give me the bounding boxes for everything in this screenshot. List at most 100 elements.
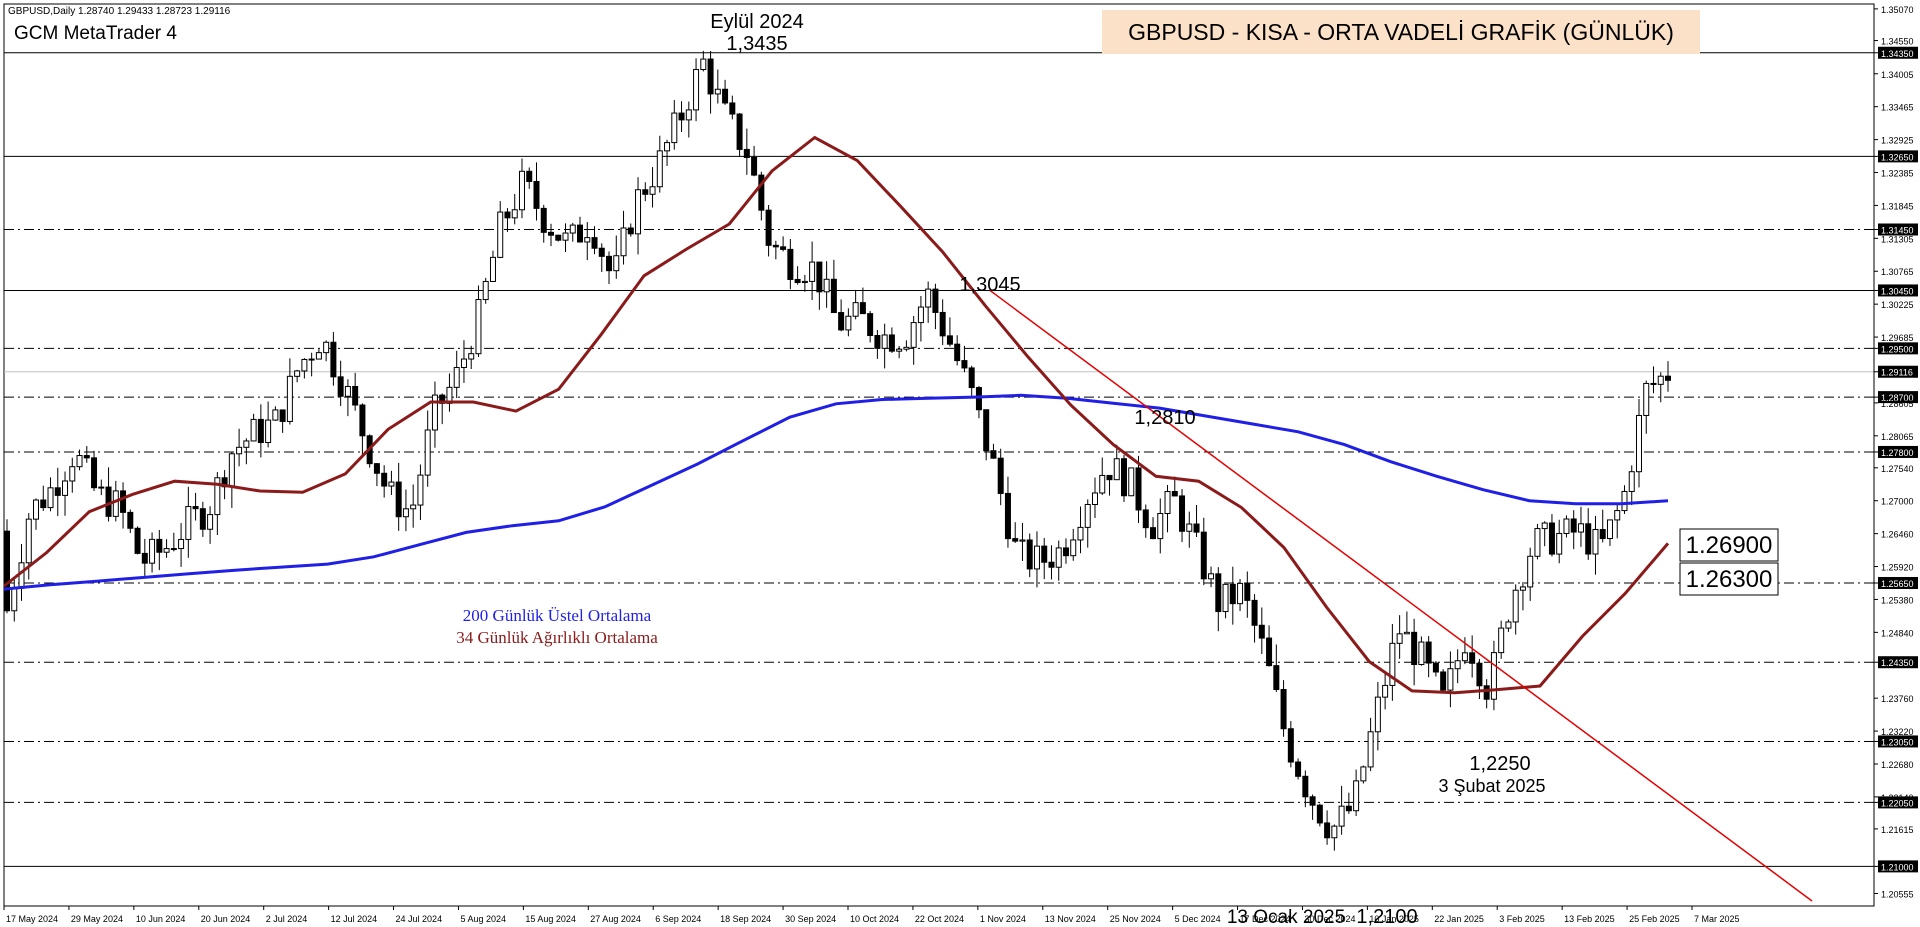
candle-body[interactable] [11, 587, 18, 612]
candle-body[interactable] [1150, 527, 1157, 540]
candle-body[interactable] [881, 334, 888, 349]
candle-body[interactable] [134, 527, 141, 554]
candle-body[interactable] [1200, 531, 1207, 580]
candle-body[interactable] [1186, 523, 1193, 532]
candle-body[interactable] [547, 231, 554, 236]
candle-body[interactable] [1113, 458, 1120, 481]
candle-body[interactable] [1324, 822, 1331, 839]
candle-body[interactable] [1498, 627, 1505, 654]
candle-body[interactable] [40, 499, 47, 509]
candle-body[interactable] [620, 227, 627, 257]
candle-body[interactable] [301, 358, 308, 372]
candle-body[interactable] [279, 409, 286, 422]
candle-body[interactable] [1171, 491, 1178, 497]
candle-body[interactable] [569, 224, 576, 234]
candle-body[interactable] [845, 315, 852, 331]
candle-body[interactable] [584, 237, 591, 243]
candle-body[interactable] [562, 232, 569, 241]
candle-body[interactable] [497, 211, 504, 258]
candle-body[interactable] [751, 156, 758, 176]
candle-body[interactable] [685, 109, 692, 121]
candle-body[interactable] [1033, 545, 1040, 570]
candle-body[interactable] [1454, 660, 1461, 670]
candle-body[interactable] [1476, 662, 1483, 687]
candle-body[interactable] [1519, 586, 1526, 591]
candle-body[interactable] [990, 450, 997, 459]
candle-body[interactable] [925, 288, 932, 308]
candle-body[interactable] [475, 299, 482, 355]
candle-body[interactable] [1360, 766, 1367, 782]
candle-body[interactable] [83, 455, 90, 459]
candle-body[interactable] [1280, 689, 1287, 730]
candle-body[interactable] [1062, 547, 1069, 557]
candle-body[interactable] [1541, 522, 1548, 530]
candle-body[interactable] [395, 481, 402, 518]
candle-body[interactable] [47, 487, 54, 509]
candle-body[interactable] [1208, 573, 1215, 580]
candle-body[interactable] [388, 481, 395, 487]
candle-body[interactable] [693, 69, 700, 111]
candle-body[interactable] [1142, 509, 1149, 529]
candle-body[interactable] [664, 142, 671, 152]
candle-body[interactable] [91, 457, 98, 489]
candle-body[interactable] [272, 409, 279, 421]
candle-body[interactable] [1469, 652, 1476, 664]
candle-body[interactable] [1490, 652, 1497, 700]
candle-body[interactable] [1266, 637, 1273, 667]
candle-body[interactable] [1229, 583, 1236, 605]
candle-body[interactable] [1084, 503, 1091, 528]
candle-body[interactable] [460, 358, 467, 369]
candle-body[interactable] [555, 234, 562, 241]
candle-body[interactable] [526, 170, 533, 182]
candle-body[interactable] [1418, 641, 1425, 666]
candle-body[interactable] [1004, 492, 1011, 540]
candle-body[interactable] [410, 504, 417, 510]
candle-body[interactable] [707, 58, 714, 95]
candle-body[interactable] [1179, 495, 1186, 532]
candle-body[interactable] [867, 313, 874, 336]
candle-body[interactable] [468, 353, 475, 360]
candle-body[interactable] [127, 511, 134, 529]
candle-body[interactable] [983, 409, 990, 452]
candle-body[interactable] [722, 88, 729, 104]
candle-body[interactable] [656, 150, 663, 188]
candle-body[interactable] [830, 278, 837, 314]
candle-body[interactable] [76, 455, 83, 468]
candle-body[interactable] [1099, 474, 1106, 494]
candle-body[interactable] [1374, 696, 1381, 733]
candle-body[interactable] [1599, 529, 1606, 540]
candle-body[interactable] [874, 334, 881, 349]
candle-body[interactable] [1585, 523, 1592, 555]
candle-body[interactable] [243, 440, 250, 448]
candle-body[interactable] [1396, 633, 1403, 644]
candle-body[interactable] [1614, 510, 1621, 521]
candle-body[interactable] [954, 343, 961, 362]
candle-body[interactable] [932, 288, 939, 313]
candle-body[interactable] [1215, 573, 1222, 613]
candle-body[interactable] [838, 312, 845, 331]
candle-body[interactable] [1556, 532, 1563, 555]
candle-body[interactable] [185, 506, 192, 540]
candle-body[interactable] [511, 209, 518, 219]
candle-body[interactable] [1012, 538, 1019, 542]
candle-body[interactable] [1135, 467, 1142, 511]
candle-body[interactable] [1512, 589, 1519, 623]
candle-body[interactable] [714, 88, 721, 95]
candle-body[interactable] [178, 538, 185, 550]
candle-body[interactable] [823, 278, 830, 293]
candle-body[interactable] [1302, 775, 1309, 798]
candle-body[interactable] [54, 487, 61, 496]
candle-body[interactable] [192, 506, 199, 510]
candle-body[interactable] [62, 480, 69, 496]
candle-body[interactable] [975, 387, 982, 411]
candle-body[interactable] [112, 490, 119, 517]
candle-body[interactable] [1258, 624, 1265, 639]
candle-body[interactable] [25, 518, 32, 564]
candle-body[interactable] [1251, 599, 1258, 626]
candle-body[interactable] [1193, 523, 1200, 533]
candle-body[interactable] [1128, 467, 1135, 497]
candle-body[interactable] [939, 311, 946, 337]
candle-body[interactable] [141, 552, 148, 564]
candle-body[interactable] [381, 472, 388, 487]
candle-body[interactable] [4, 530, 10, 612]
